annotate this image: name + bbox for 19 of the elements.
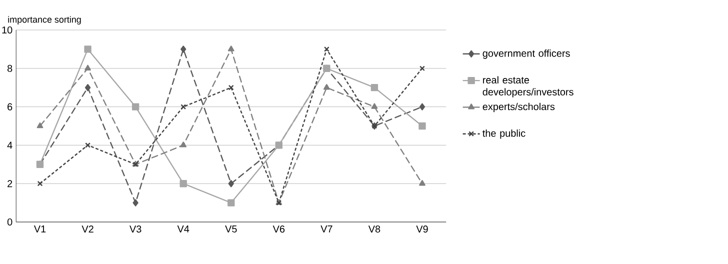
x-tick-label: V8 [368,226,380,233]
y-tick-label: 10 [2,26,12,34]
x-tick-label: V6 [272,226,285,233]
x-tick-label: V9 [416,226,428,233]
y-tick-label: 0 [7,218,12,226]
y-tick-label: 2 [8,180,12,188]
legend-label: government officers [482,50,570,59]
x-tick-label: V5 [225,226,237,232]
legend-label: the public [482,129,526,139]
x-tick-label: V1 [34,226,46,232]
x-tick-label: V4 [177,226,190,232]
x-tick-label: V3 [130,226,142,233]
y-tick-label: 6 [8,103,12,110]
x-tick-label: V2 [82,226,94,232]
legend-label: experts/scholars [482,102,555,112]
y-tick-label: 4 [7,142,12,149]
y-tick-label: 8 [7,64,12,72]
x-tick-label: V7 [320,226,332,232]
y-axis-title: importance sorting [8,16,81,24]
